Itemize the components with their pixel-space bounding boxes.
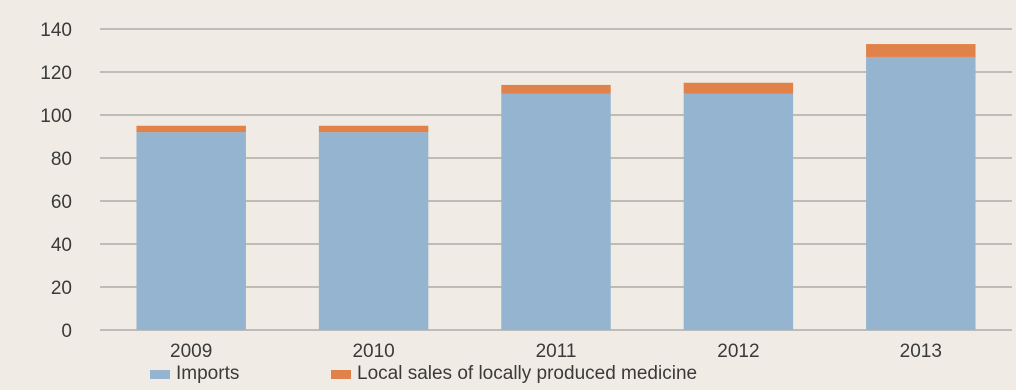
- bar-2011-series-1: [501, 84, 611, 94]
- bar-2009-series-1: [136, 125, 246, 133]
- x-tick-label-2011: 2011: [536, 341, 577, 360]
- bar-2011-series-0: [501, 93, 611, 330]
- bar-2013-series-1: [866, 44, 976, 57]
- bar-2012-series-1: [683, 82, 794, 94]
- bar-2013-series-0: [866, 56, 976, 330]
- y-tick-label-140: 140: [40, 20, 72, 41]
- legend-item-imports: Imports: [150, 363, 239, 385]
- y-tick-label-20: 20: [51, 278, 72, 299]
- y-tick-label-60: 60: [51, 192, 72, 213]
- bar-2010-series-1: [318, 125, 429, 133]
- legend-label-local-sales: Local sales of locally produced medicine: [357, 363, 698, 384]
- x-tick-label-2013: 2013: [900, 341, 942, 360]
- y-tick-label-40: 40: [51, 235, 72, 256]
- bars: [136, 44, 976, 330]
- x-axis-ticks: 2009 2010 2011 2012 2013: [170, 341, 942, 360]
- legend: Imports Local sales of locally produced …: [0, 360, 1016, 390]
- bar-2009-series-0: [136, 132, 246, 330]
- x-tick-label-2010: 2010: [352, 341, 394, 360]
- y-tick-label-80: 80: [51, 149, 72, 170]
- bar-2012-series-0: [683, 93, 794, 330]
- legend-swatch-imports: [150, 369, 170, 379]
- x-tick-label-2012: 2012: [717, 341, 759, 360]
- stacked-bar-chart: 0 20 40 60 80 100 120 140 2009 2010 2011 2012 2013: [40, 20, 1012, 360]
- x-tick-label-2009: 2009: [170, 341, 212, 360]
- y-tick-label-0: 0: [61, 321, 72, 342]
- y-tick-label-120: 120: [40, 63, 72, 84]
- legend-swatch-local-sales: [331, 369, 351, 379]
- legend-item-local-sales: Local sales of locally produced medicine: [331, 363, 697, 385]
- y-tick-label-100: 100: [40, 106, 72, 127]
- bar-2010-series-0: [318, 132, 429, 330]
- legend-label-imports: Imports: [176, 363, 240, 384]
- y-axis-ticks: 0 20 40 60 80 100 120 140: [40, 20, 72, 342]
